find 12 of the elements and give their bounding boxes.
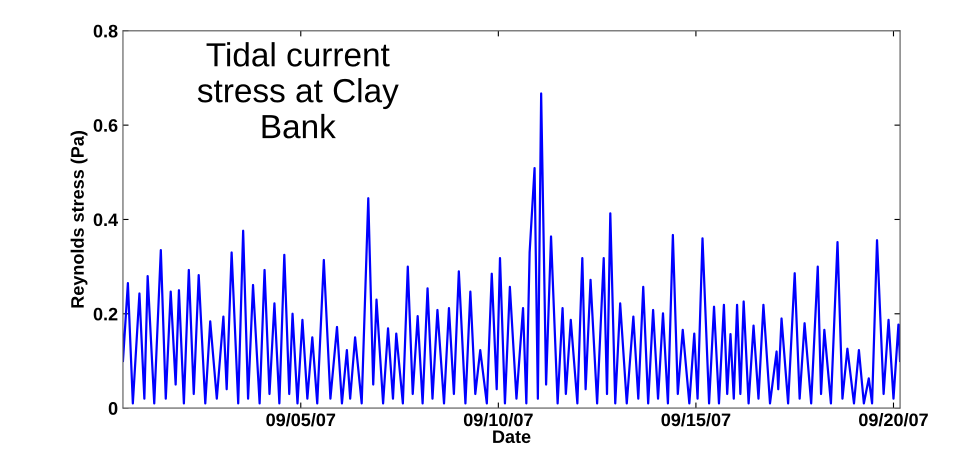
x-tick-label: 09/15/07 xyxy=(661,412,730,426)
x-axis-title: Date xyxy=(493,430,530,444)
y-tick-label: 0.2 xyxy=(94,308,118,321)
annotation: Tidal current stress at Clay Bank xyxy=(198,42,399,138)
x-tick-label: 09/05/07 xyxy=(266,412,336,426)
y-axis-title: Reynolds stress (Pa) xyxy=(70,131,88,308)
y-tick-label: 0.4 xyxy=(94,213,118,226)
y-tick-label: 0.6 xyxy=(94,119,118,132)
x-tick-label: 09/10/07 xyxy=(464,412,533,426)
y-tick-label: 0 xyxy=(108,402,118,415)
y-tick-label: 0.8 xyxy=(94,24,118,38)
x-tick-label: 09/20/07 xyxy=(859,412,928,426)
